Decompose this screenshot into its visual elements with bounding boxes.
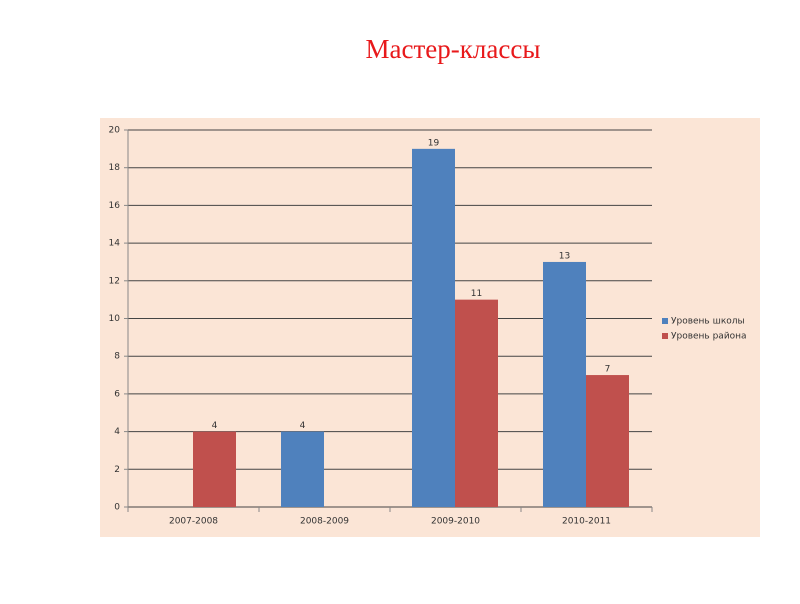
x-tick-label: 2008-2009	[300, 517, 349, 527]
y-tick-label: 0	[114, 503, 120, 513]
bar	[281, 431, 324, 507]
y-tick-label: 6	[114, 389, 120, 399]
bar	[193, 431, 236, 507]
data-label: 4	[212, 421, 218, 431]
y-tick-label: 20	[109, 126, 121, 136]
data-label: 7	[605, 365, 611, 375]
bar	[543, 261, 586, 507]
data-label: 11	[471, 289, 482, 299]
bar	[455, 299, 498, 507]
y-tick-label: 2	[114, 465, 120, 475]
y-tick-label: 8	[114, 352, 120, 362]
bar	[412, 148, 455, 507]
legend-label: Уровень школы	[671, 317, 745, 327]
chart-title: Мастер-классы	[366, 34, 541, 64]
x-tick-label: 2007-2008	[169, 517, 218, 527]
data-label: 19	[428, 138, 440, 148]
legend-swatch	[662, 318, 668, 324]
y-tick-label: 18	[109, 163, 121, 173]
legend-label: Уровень района	[671, 332, 747, 342]
y-tick-label: 10	[109, 314, 121, 324]
y-tick-label: 16	[109, 201, 121, 211]
y-tick-label: 4	[114, 427, 120, 437]
x-tick-label: 2010-2011	[562, 517, 611, 527]
legend-swatch	[662, 333, 668, 339]
y-tick-label: 14	[109, 239, 121, 249]
data-label: 4	[300, 421, 306, 431]
data-label: 13	[559, 251, 570, 261]
bar	[586, 375, 629, 507]
y-tick-label: 12	[109, 276, 120, 286]
x-tick-label: 2009-2010	[431, 517, 480, 527]
